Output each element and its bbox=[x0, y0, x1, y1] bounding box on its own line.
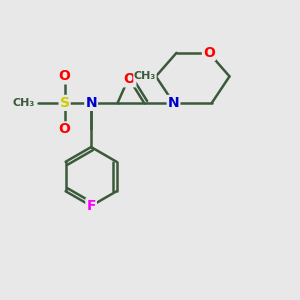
Text: CH₃: CH₃ bbox=[13, 98, 35, 108]
Text: N: N bbox=[168, 96, 179, 110]
Text: O: O bbox=[124, 72, 135, 86]
Text: O: O bbox=[59, 122, 70, 136]
Text: S: S bbox=[60, 96, 70, 110]
Text: F: F bbox=[86, 199, 96, 213]
Text: O: O bbox=[59, 69, 70, 83]
Text: CH₃: CH₃ bbox=[134, 71, 156, 81]
Text: N: N bbox=[85, 96, 97, 110]
Text: O: O bbox=[203, 46, 215, 60]
